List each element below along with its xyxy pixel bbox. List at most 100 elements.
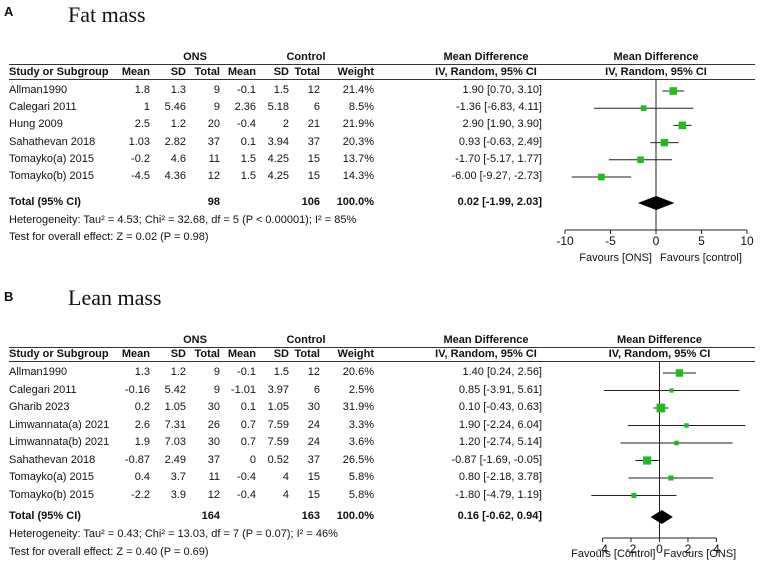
sd-control: 1.5 xyxy=(273,84,289,96)
total-n-control: 106 xyxy=(301,196,320,208)
heterogeneity-text: Heterogeneity: Tau² = 0.43; Chi² = 13.03… xyxy=(9,528,338,540)
study-name: Limwannata(b) 2021 xyxy=(9,436,110,448)
overall-effect-text: Test for overall effect: Z = 0.02 (P = 0… xyxy=(9,231,209,243)
total-ons: 20 xyxy=(207,118,220,131)
weight: 5.8% xyxy=(348,471,374,483)
md-header: Mean Difference xyxy=(443,51,529,63)
study-name: Tomayko(a) 2015 xyxy=(9,152,94,165)
ci-text: -0.87 [-1.69, -0.05] xyxy=(451,453,543,466)
col-study: Study or Subgroup xyxy=(9,348,109,360)
mean-ons: 1.03 xyxy=(128,135,150,148)
sd-ons: 3.9 xyxy=(170,488,186,501)
total-control: 15 xyxy=(307,488,320,501)
total-ons: 9 xyxy=(213,101,220,114)
mean-control: 0.7 xyxy=(240,418,256,431)
col-total-control: Total xyxy=(294,66,320,78)
weight: 20.3% xyxy=(342,135,374,148)
weight: 26.5% xyxy=(342,453,374,466)
weight: 20.6% xyxy=(342,366,374,378)
total-ons: 12 xyxy=(207,170,220,182)
total-ons: 9 xyxy=(213,383,220,396)
col-mean-control: Mean xyxy=(227,66,256,78)
x-tick-label: 5 xyxy=(698,234,705,248)
effect-marker xyxy=(637,156,644,164)
total-ons: 11 xyxy=(208,471,220,483)
sd-ons: 4.6 xyxy=(170,152,186,165)
sd-ons: 5.42 xyxy=(164,383,186,396)
study-name: Tomayko(b) 2015 xyxy=(9,488,94,501)
favours-right: Favours [ONS] xyxy=(663,548,737,560)
mean-control: -1.01 xyxy=(230,383,256,396)
col-mean-ons: Mean xyxy=(121,66,150,78)
total-n-ons: 164 xyxy=(201,510,220,522)
sd-control: 7.59 xyxy=(267,418,289,431)
mean-ons: -0.16 xyxy=(124,383,150,396)
study-name: Calegari 2011 xyxy=(9,101,77,114)
mean-control: 1.5 xyxy=(240,170,256,182)
mean-ons: -0.87 xyxy=(124,453,150,466)
weight: 13.7% xyxy=(342,152,374,165)
ci-text: 0.93 [-0.63, 2.49] xyxy=(458,135,542,148)
x-tick-label: -10 xyxy=(556,234,574,248)
study-name: Calegari 2011 xyxy=(9,383,77,396)
total-control: 6 xyxy=(313,383,320,396)
col-sd-ons: SD xyxy=(170,348,186,360)
col-sd-ons: SD xyxy=(170,66,186,78)
pooled-diamond xyxy=(650,510,673,524)
mean-control: -0.4 xyxy=(237,471,256,483)
sd-control: 5.18 xyxy=(267,101,289,114)
group-header-ons: ONS xyxy=(183,334,207,346)
weight: 31.9% xyxy=(342,401,374,413)
sd-control: 4.25 xyxy=(267,152,289,165)
sd-control: 1.5 xyxy=(273,366,289,378)
mean-ons: 1.8 xyxy=(134,84,150,96)
plot-md-header: Mean Difference xyxy=(613,51,699,63)
panel-title: Fat mass xyxy=(68,2,146,27)
heterogeneity-text: Heterogeneity: Tau² = 4.53; Chi² = 32.68… xyxy=(9,214,357,226)
mean-ons: 1.3 xyxy=(134,366,150,378)
ci-text: 1.90 [0.70, 3.10] xyxy=(462,84,542,96)
mean-control: -0.1 xyxy=(237,84,256,96)
total-weight: 100.0% xyxy=(336,510,374,522)
total-control: 12 xyxy=(307,366,320,378)
sd-control: 3.94 xyxy=(267,135,289,148)
mean-control: -0.1 xyxy=(237,366,256,378)
weight: 3.6% xyxy=(348,436,374,448)
effect-marker xyxy=(643,456,652,465)
study-name: Sahathevan 2018 xyxy=(9,453,96,466)
mean-control: -0.4 xyxy=(237,488,256,501)
total-control: 24 xyxy=(307,436,320,448)
header-rule-bottom xyxy=(9,361,755,362)
ci-text: 1.90 [-2.24, 6.04] xyxy=(458,418,542,431)
effect-marker xyxy=(668,475,674,481)
sd-control: 2 xyxy=(282,118,289,131)
total-ons: 11 xyxy=(208,152,220,165)
col-total-ons: Total xyxy=(194,348,220,360)
total-control: 15 xyxy=(307,471,320,483)
ci-text: -1.80 [-4.79, 1.19] xyxy=(455,488,542,501)
weight: 21.9% xyxy=(342,118,374,131)
total-ons: 37 xyxy=(207,135,220,148)
ci-text: 0.85 [-3.91, 5.61] xyxy=(458,383,542,396)
sd-ons: 2.82 xyxy=(164,135,186,148)
mean-ons: 2.6 xyxy=(134,418,150,431)
total-label: Total (95% CI) xyxy=(9,196,81,208)
sd-ons: 1.2 xyxy=(170,118,186,131)
study-name: Sahathevan 2018 xyxy=(9,135,96,148)
ci-text: 1.40 [0.24, 2.56] xyxy=(462,366,542,378)
study-name: Limwannata(a) 2021 xyxy=(9,418,110,431)
effect-marker xyxy=(598,173,605,181)
favours-left: Favours [Control] xyxy=(571,548,656,560)
mean-ons: 0.4 xyxy=(134,471,150,483)
panel-letter: A xyxy=(4,4,14,19)
effect-marker xyxy=(669,87,678,95)
total-ons: 9 xyxy=(213,366,220,378)
x-tick-label: 0 xyxy=(656,542,663,556)
total-control: 15 xyxy=(307,170,320,182)
study-name: Tomayko(b) 2015 xyxy=(9,170,94,182)
sd-ons: 1.2 xyxy=(170,366,186,378)
x-tick-label: -5 xyxy=(605,234,616,248)
panel-letter: B xyxy=(4,289,14,304)
effect-marker xyxy=(640,105,647,112)
weight: 14.3% xyxy=(342,170,374,182)
